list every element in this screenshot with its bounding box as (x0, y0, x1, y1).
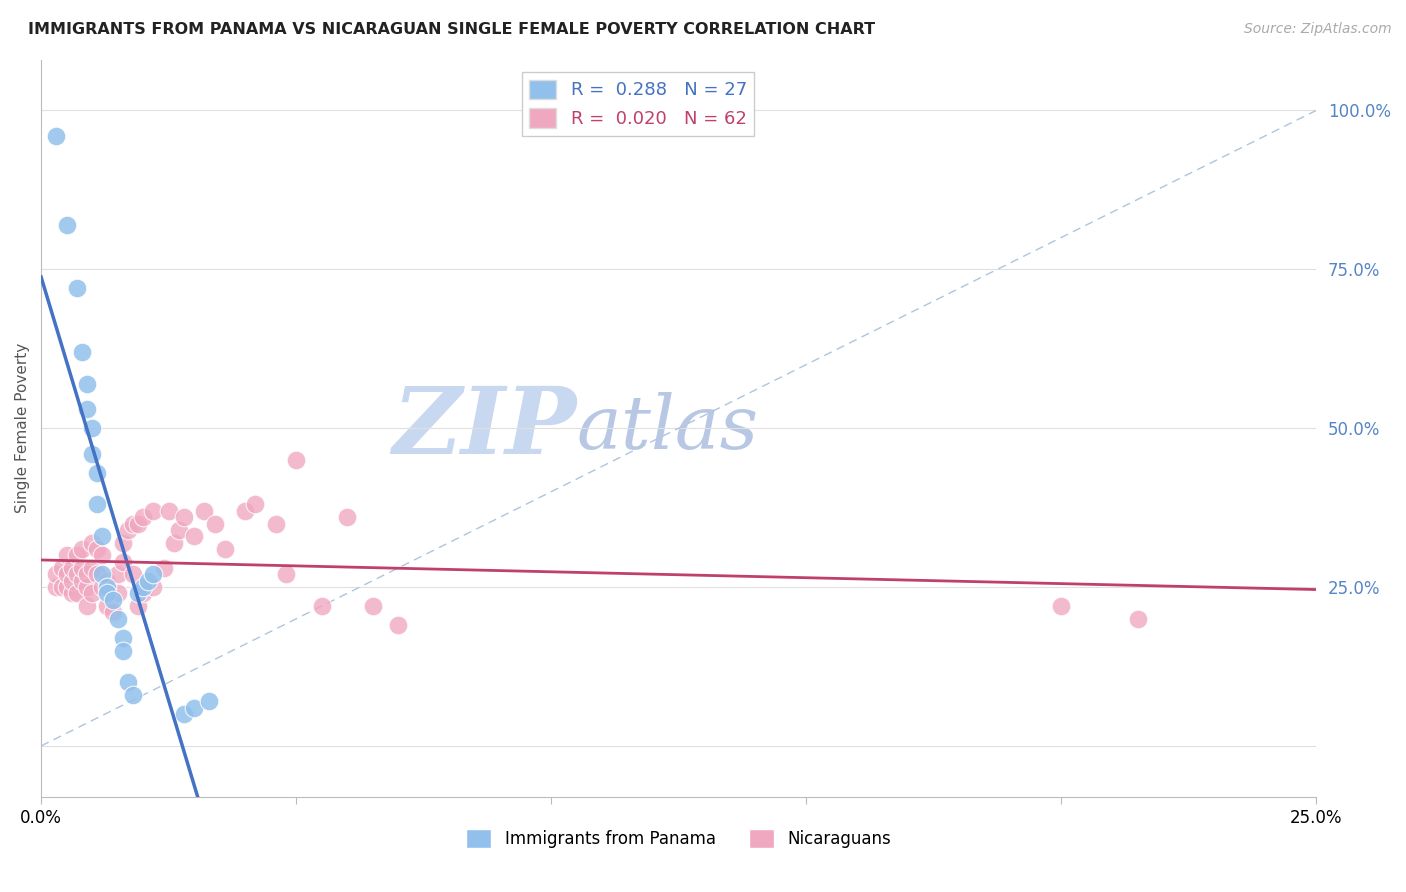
Point (1050, 599, 1073, 613)
Text: IMMIGRANTS FROM PANAMA VS NICARAGUAN SINGLE FEMALE POVERTY CORRELATION CHART: IMMIGRANTS FROM PANAMA VS NICARAGUAN SIN… (28, 22, 876, 37)
Y-axis label: Single Female Poverty: Single Female Poverty (15, 343, 30, 513)
Point (117, 523, 139, 537)
Point (111, 643, 134, 657)
Point (82, 561, 104, 575)
Point (91, 529, 114, 543)
Point (76, 599, 98, 613)
Point (101, 592, 124, 607)
Point (204, 516, 226, 531)
Point (107, 586, 129, 600)
Point (173, 510, 195, 524)
Point (66, 586, 89, 600)
Point (86, 541, 108, 556)
Point (66, 549, 89, 563)
Point (45, 128, 67, 143)
Point (193, 504, 215, 518)
Point (122, 688, 145, 702)
Point (132, 586, 155, 600)
Point (45, 580, 67, 594)
Point (76, 580, 98, 594)
Point (55, 549, 77, 563)
Point (136, 574, 159, 588)
Point (117, 675, 139, 690)
Point (86, 567, 108, 582)
Point (91, 567, 114, 582)
Point (142, 504, 165, 518)
Point (76, 402, 98, 417)
Point (70, 345, 93, 359)
Point (82, 421, 104, 435)
Point (101, 606, 124, 620)
Point (127, 599, 149, 613)
Point (55, 567, 77, 582)
Point (86, 466, 108, 480)
Point (127, 516, 149, 531)
Point (82, 535, 104, 549)
Point (107, 612, 129, 626)
Point (107, 567, 129, 582)
Point (111, 555, 134, 569)
Point (96, 574, 118, 588)
Point (66, 567, 89, 582)
Point (45, 567, 67, 582)
Point (60, 574, 83, 588)
Point (122, 567, 145, 582)
Point (167, 523, 190, 537)
Point (163, 535, 186, 549)
Point (274, 567, 297, 582)
Point (183, 700, 205, 714)
Point (91, 580, 114, 594)
Point (51, 580, 73, 594)
Point (132, 580, 155, 594)
Point (132, 510, 155, 524)
Point (387, 618, 409, 632)
Point (142, 580, 165, 594)
Point (157, 504, 180, 518)
Point (96, 599, 118, 613)
Point (82, 586, 104, 600)
Point (55, 218, 77, 232)
Point (70, 541, 93, 556)
Point (76, 376, 98, 391)
Text: ZIP: ZIP (392, 384, 576, 473)
Point (233, 504, 256, 518)
Point (173, 707, 195, 722)
Point (122, 516, 145, 531)
Point (51, 561, 73, 575)
Point (60, 586, 83, 600)
Point (336, 510, 359, 524)
Point (285, 453, 308, 467)
Point (264, 516, 287, 531)
Point (91, 549, 114, 563)
Point (86, 498, 108, 512)
Point (55, 580, 77, 594)
Point (1126, 612, 1149, 626)
Point (198, 694, 221, 708)
Point (82, 447, 104, 461)
Point (60, 561, 83, 575)
Text: atlas: atlas (576, 392, 759, 465)
Text: Source: ZipAtlas.com: Source: ZipAtlas.com (1244, 22, 1392, 37)
Point (152, 561, 174, 575)
Point (111, 631, 134, 645)
Point (96, 586, 118, 600)
Point (66, 281, 89, 295)
Point (96, 580, 118, 594)
Point (361, 599, 384, 613)
Point (183, 529, 205, 543)
Legend: Immigrants from Panama, Nicaraguans: Immigrants from Panama, Nicaraguans (460, 822, 897, 855)
Point (127, 586, 149, 600)
Point (70, 574, 93, 588)
Point (214, 541, 236, 556)
Point (245, 498, 267, 512)
Point (76, 567, 98, 582)
Point (70, 561, 93, 575)
Point (311, 599, 333, 613)
Point (142, 567, 165, 582)
Point (111, 535, 134, 549)
